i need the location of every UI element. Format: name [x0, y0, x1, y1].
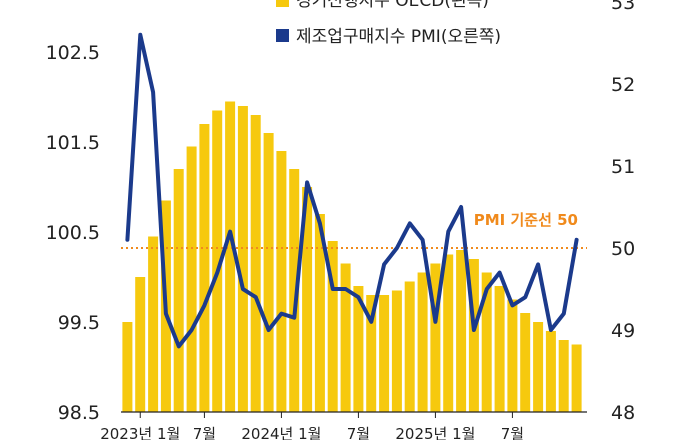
- right-tick-label: 52: [611, 74, 635, 96]
- bar: [417, 272, 428, 412]
- bar: [507, 299, 518, 412]
- bar-series: [122, 101, 582, 412]
- x-tick-label: 7월: [501, 425, 524, 440]
- bar: [173, 169, 184, 412]
- x-tick-label: 7월: [347, 425, 370, 440]
- bar: [533, 322, 544, 412]
- bar: [520, 313, 531, 412]
- bar: [494, 286, 505, 412]
- bar: [545, 331, 556, 412]
- legend: 경기선행지수 OECD(왼쪽) 제조업구매지수 PMI(오른쪽): [276, 0, 501, 47]
- bar: [468, 259, 479, 412]
- bar: [430, 263, 441, 412]
- bar: [481, 272, 492, 412]
- left-tick-label: 101.5: [46, 132, 100, 154]
- right-tick-label: 53: [611, 0, 635, 14]
- bar: [366, 295, 377, 412]
- bar: [571, 344, 582, 412]
- bar: [186, 146, 197, 412]
- bar: [135, 277, 146, 412]
- x-tick-label: 2024년 1월: [241, 425, 321, 440]
- bar: [443, 254, 454, 412]
- bar: [250, 115, 261, 412]
- x-axis-ticks: 2023년 1월 7월 2024년 1월 7월 2025년 1월 7월: [100, 412, 524, 440]
- bar: [122, 322, 133, 412]
- line-series: [125, 32, 579, 349]
- bar: [148, 236, 159, 412]
- bar: [558, 340, 569, 412]
- bar: [199, 124, 210, 412]
- left-tick-label: 98.5: [58, 402, 100, 424]
- bar: [237, 106, 248, 412]
- x-tick-label: 7월: [193, 425, 216, 440]
- left-tick-label: 102.5: [46, 42, 100, 64]
- bar: [340, 263, 351, 412]
- legend-swatch-line: [276, 29, 289, 42]
- bar: [314, 214, 325, 412]
- bar: [302, 187, 313, 412]
- left-axis-ticks: 102.5 101.5 100.5 99.5 98.5: [46, 42, 100, 424]
- bar: [379, 295, 390, 412]
- bar: [263, 133, 274, 412]
- right-tick-label: 50: [611, 238, 635, 260]
- bar: [391, 290, 402, 412]
- legend-label-bar: 경기선행지수 OECD(왼쪽): [296, 0, 489, 11]
- bar: [276, 151, 287, 412]
- left-tick-label: 100.5: [46, 222, 100, 244]
- bar: [225, 101, 236, 412]
- bar: [289, 169, 300, 412]
- right-tick-label: 51: [611, 156, 635, 178]
- bar: [212, 110, 223, 412]
- legend-swatch-bar: [276, 0, 289, 7]
- bar: [327, 241, 338, 412]
- right-tick-label: 48: [611, 402, 635, 424]
- right-tick-label: 49: [611, 320, 635, 342]
- x-tick-label: 2025년 1월: [395, 425, 475, 440]
- left-tick-label: 99.5: [58, 312, 100, 334]
- x-tick-label: 2023년 1월: [100, 425, 180, 440]
- right-axis-ticks: 53 52 51 50 49 48: [611, 0, 635, 424]
- legend-label-line: 제조업구매지수 PMI(오른쪽): [296, 27, 501, 47]
- bar: [404, 281, 415, 412]
- bar: [353, 286, 364, 412]
- reference-line-label: PMI 기준선 50: [474, 211, 578, 229]
- bar: [456, 250, 467, 412]
